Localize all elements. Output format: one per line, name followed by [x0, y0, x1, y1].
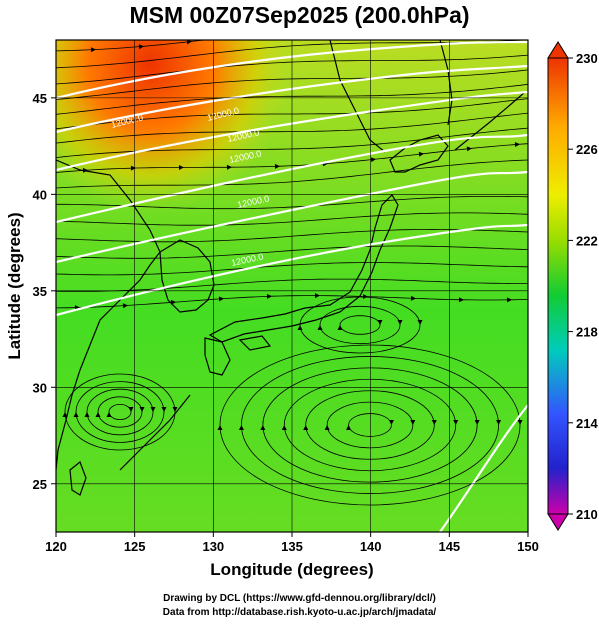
streamline-arrow — [139, 407, 145, 412]
y-tick-label: 45 — [33, 91, 47, 106]
streamline-arrow — [84, 412, 90, 417]
streamline-arrow — [475, 22, 480, 27]
x-tick-label: 145 — [438, 539, 460, 554]
streamline-arrow — [397, 320, 403, 325]
contour-line — [56, 223, 528, 317]
colorbar-bottom-arrow — [547, 513, 569, 531]
streamline-arrow — [346, 425, 352, 430]
streamline-arrow — [217, 425, 223, 430]
coastline-shikoku — [238, 335, 272, 351]
coastline-ryukyu — [119, 394, 191, 471]
streamline-arrow — [235, 34, 240, 39]
streamline-arrow — [496, 420, 502, 425]
coastline-russia — [329, 40, 386, 153]
streamline-arrow — [431, 420, 437, 425]
streamline-arrow — [523, 21, 528, 26]
gridlines — [56, 40, 528, 532]
colorbar-scale — [547, 57, 569, 515]
colorbar: 230 226 222 218 214 210 — [547, 41, 598, 531]
colorbar-label: 222 — [576, 233, 598, 248]
credits-data: Data from http://database.rish.kyoto-u.a… — [162, 607, 437, 618]
coastline-taiwan — [69, 461, 87, 496]
streamline-arrow — [186, 40, 192, 45]
y-tick-label: 25 — [33, 477, 47, 492]
y-axis: 25 30 35 40 45 — [33, 91, 56, 492]
streamline-arrow — [388, 420, 394, 425]
coastline-honshu — [208, 194, 399, 343]
coastline-sakhalin — [439, 40, 453, 126]
streamline-arrow — [260, 425, 266, 430]
plot-title: MSM 00Z07Sep2025 (200.0hPa) — [129, 2, 470, 28]
coastline-china — [56, 159, 161, 471]
streamline-arrow — [417, 320, 423, 325]
streamline-arrow — [297, 325, 303, 330]
streamline-arrow — [303, 425, 309, 430]
streamline-arrow — [128, 407, 134, 412]
x-tick-label: 125 — [124, 539, 146, 554]
streamline-arrow — [324, 425, 330, 430]
x-axis: 120 125 130 135 140 145 150 — [45, 532, 539, 554]
streamline-arrow — [517, 420, 523, 425]
coastline-kuril — [454, 91, 526, 151]
streamline-arrow — [331, 25, 336, 30]
streamline-arrow — [281, 425, 287, 430]
coastline-kyushu — [204, 337, 231, 376]
streamline-arrow — [172, 407, 178, 412]
y-axis-title: Latitude (degrees) — [5, 212, 24, 359]
contour-line — [439, 404, 528, 532]
contour-line — [56, 90, 528, 172]
contour-line — [56, 64, 528, 134]
streamline-arrow — [379, 23, 384, 28]
streamline-arrow — [161, 407, 167, 412]
coastlines — [56, 40, 526, 496]
colorbar-label: 214 — [576, 416, 598, 431]
colorbar-label: 226 — [576, 142, 598, 157]
x-axis-title: Longitude (degrees) — [210, 560, 373, 579]
colorbar-label: 210 — [576, 507, 598, 522]
coastline-hokkaido — [389, 134, 449, 173]
x-tick-label: 135 — [281, 539, 303, 554]
colorbar-label: 218 — [576, 325, 598, 340]
streamline-arrow — [410, 420, 416, 425]
contour-line — [56, 170, 528, 264]
credits-drawing: Drawing by DCL (https://www.gfd-dennou.o… — [163, 593, 436, 604]
streamline-arrow — [95, 412, 101, 417]
streamline-arrow — [106, 412, 112, 417]
credits: Drawing by DCL (https://www.gfd-dennou.o… — [0, 592, 599, 620]
streamline-arrow — [238, 425, 244, 430]
colorbar-label: 230 — [576, 51, 598, 66]
x-tick-label: 120 — [45, 539, 67, 554]
streamline-arrow — [62, 412, 68, 417]
streamline-arrow — [283, 29, 288, 34]
streamline-arrow — [317, 325, 323, 330]
x-tick-label: 150 — [517, 539, 539, 554]
streamline-arrow — [474, 420, 480, 425]
streamline-arrow — [377, 320, 383, 325]
map-plot-area: 12000.0 12000.012000.012000.012000.012000… — [56, 21, 528, 532]
coastline-korea — [159, 239, 215, 313]
streamline-arrow — [427, 23, 432, 28]
x-tick-label: 140 — [360, 539, 382, 554]
x-tick-label: 130 — [202, 539, 224, 554]
colorbar-top-arrow — [547, 41, 569, 59]
y-tick-label: 35 — [33, 284, 47, 299]
streamline-arrow — [453, 420, 459, 425]
streamline-arrow — [337, 325, 343, 330]
y-tick-label: 30 — [33, 380, 47, 395]
height-contours — [56, 40, 528, 532]
contour-line — [56, 133, 528, 224]
y-tick-label: 40 — [33, 187, 47, 202]
streamline-arrow — [73, 412, 79, 417]
streamline-arrow — [150, 407, 156, 412]
